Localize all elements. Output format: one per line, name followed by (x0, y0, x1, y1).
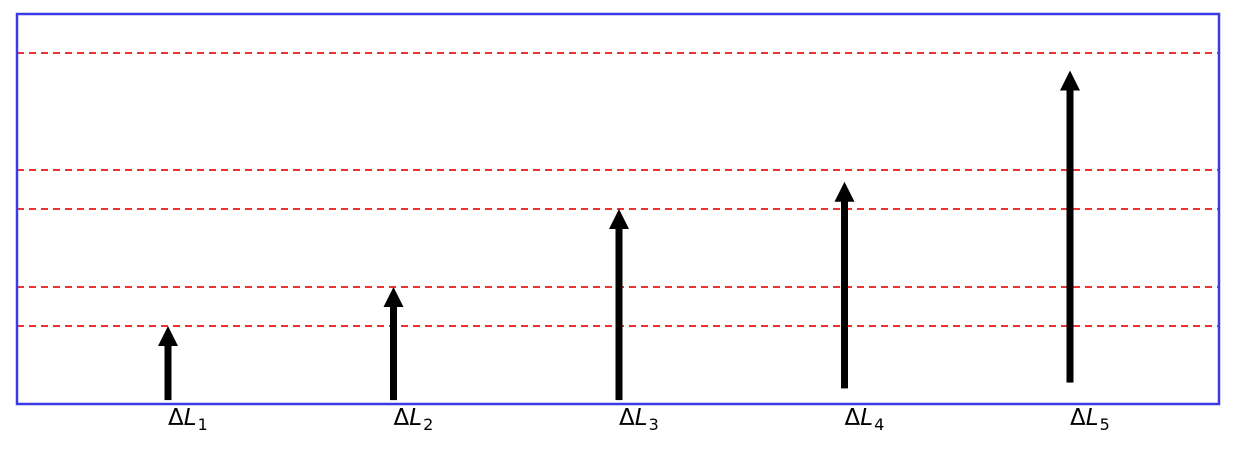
arrow-shaft (615, 228, 623, 401)
delta-symbol: Δ (1070, 405, 1086, 431)
delta-symbol: Δ (394, 405, 410, 431)
arrow-head (158, 326, 178, 346)
delta-symbol: Δ (619, 405, 635, 431)
subscript: 3 (649, 415, 659, 434)
variable-letter: L (184, 405, 197, 431)
arrow-shaft (1066, 89, 1074, 383)
delta-symbol: Δ (845, 405, 861, 431)
label-delta-l-2: ΔL2 (394, 405, 434, 434)
subscript: 1 (198, 415, 208, 434)
variable-letter: L (860, 405, 873, 431)
arrow-shaft (390, 306, 397, 401)
arrow-delta-l-4 (834, 181, 855, 389)
arrow-delta-l-5 (1060, 70, 1080, 383)
arrows (158, 70, 1080, 401)
labels: ΔL1 ΔL2 ΔL3 ΔL4 ΔL5 (168, 405, 1110, 434)
label-delta-l-4: ΔL4 (845, 405, 885, 434)
label-delta-l-3: ΔL3 (619, 405, 659, 434)
delta-symbol: Δ (168, 405, 184, 431)
arrow-shaft (841, 200, 848, 389)
plot-frame (15, 12, 1221, 406)
label-delta-l-1: ΔL1 (168, 405, 208, 434)
label-delta-l-5: ΔL5 (1070, 405, 1110, 434)
arrow-head (834, 181, 855, 202)
subscript: 4 (874, 415, 884, 434)
variable-letter: L (635, 405, 648, 431)
subscript: 2 (423, 415, 433, 434)
arrow-delta-l-3 (609, 209, 629, 401)
arrow-delta-l-2 (383, 287, 404, 401)
arrow-delta-l-1 (158, 326, 178, 401)
variable-letter: L (409, 405, 422, 431)
arrow-head (383, 287, 404, 307)
arrow-head (609, 209, 629, 229)
arrow-head (1060, 70, 1080, 91)
subscript: 5 (1100, 415, 1110, 434)
arrow-shaft (164, 345, 172, 401)
variable-letter: L (1086, 405, 1099, 431)
